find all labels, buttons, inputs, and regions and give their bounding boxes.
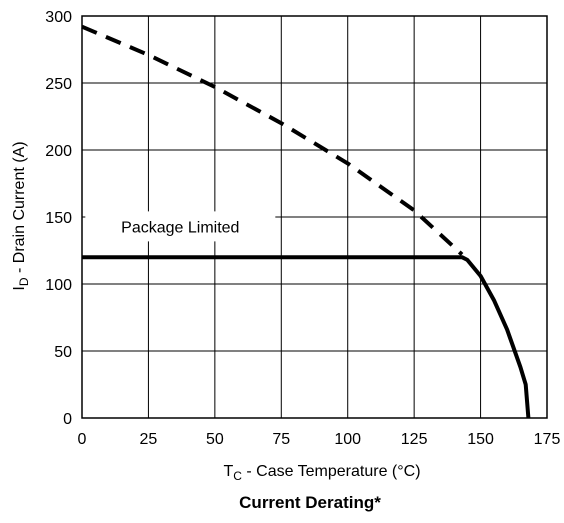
chart-title: Current Derating* — [239, 493, 381, 512]
plot-area-frame — [81, 15, 548, 419]
grid-lines — [82, 16, 547, 418]
x-tick-label: 100 — [334, 431, 361, 448]
x-tick-label: 25 — [140, 431, 158, 448]
y-tick-label: 250 — [45, 76, 72, 93]
y-tick-label: 50 — [54, 344, 72, 361]
x-tick-label: 50 — [206, 431, 224, 448]
x-tick-label: 75 — [272, 431, 290, 448]
tick-labels: 0 25 50 75 100 125 150 175 0 50 100 150 200 250 300 — [45, 9, 560, 448]
y-tick-label: 100 — [45, 277, 72, 294]
x-axis-label: TC - Case Temperature (°C) — [223, 463, 420, 483]
x-tick-label: 125 — [401, 431, 428, 448]
y-tick-label: 200 — [45, 143, 72, 160]
annotation-backdrop — [85, 211, 276, 242]
package-limited-current-line — [82, 255, 531, 419]
y-tick-label: 300 — [45, 9, 72, 26]
y-tick-label: 0 — [63, 411, 72, 428]
theoretical-current-line — [81, 24, 464, 256]
x-tick-label: 150 — [467, 431, 494, 448]
package-limited-label: Package Limited — [121, 219, 239, 236]
y-tick-label: 150 — [45, 210, 72, 227]
x-tick-label: 0 — [78, 431, 87, 448]
x-tick-label: 175 — [534, 431, 561, 448]
plot-series — [81, 24, 531, 419]
y-axis-label: ID - Drain Current (A) — [11, 141, 31, 290]
